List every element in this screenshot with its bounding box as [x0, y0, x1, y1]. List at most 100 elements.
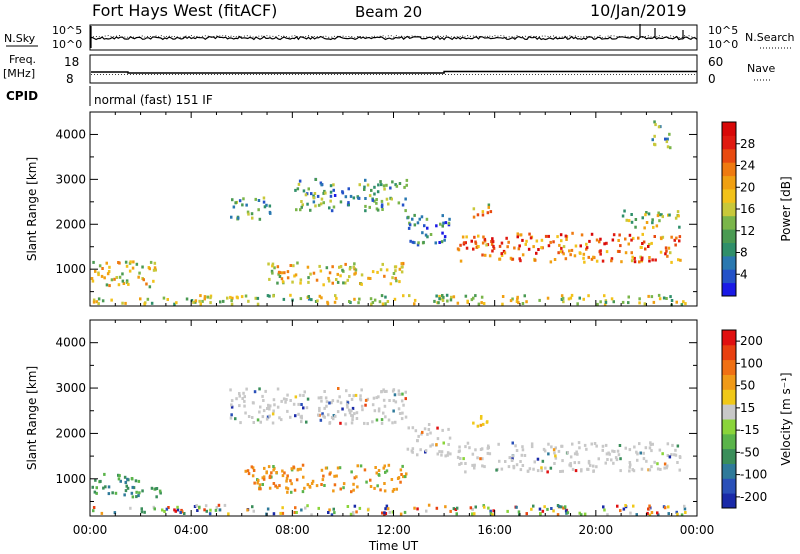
range-cell	[346, 405, 349, 409]
range-cell	[165, 507, 169, 511]
range-cell	[243, 399, 246, 403]
range-cell	[554, 446, 557, 450]
range-cell	[383, 390, 387, 393]
range-cell	[307, 276, 310, 280]
range-cell	[441, 224, 444, 228]
range-cell	[265, 417, 269, 421]
range-cell	[491, 513, 494, 517]
range-cell	[282, 297, 286, 301]
range-cell	[444, 454, 447, 458]
range-cell	[346, 401, 350, 405]
range-cell	[644, 213, 647, 217]
range-cell	[618, 444, 622, 447]
range-cell	[266, 407, 269, 410]
range-cell	[230, 403, 233, 407]
range-cell	[370, 302, 373, 306]
range-cell	[380, 421, 384, 425]
range-cell	[617, 239, 620, 242]
range-cell	[549, 260, 553, 264]
range-cell	[304, 193, 308, 197]
range-cell	[381, 262, 384, 266]
range-cell	[97, 273, 100, 277]
range-cell	[568, 463, 571, 467]
range-cell	[246, 508, 249, 512]
range-cell	[561, 459, 564, 463]
range-cell	[397, 392, 401, 396]
date-title: 10/Jan/2019	[590, 1, 687, 20]
range-cell	[315, 278, 319, 282]
range-cell	[413, 302, 416, 306]
range-cell	[560, 294, 564, 298]
range-cell	[267, 403, 270, 407]
range-cell	[317, 396, 321, 400]
range-cell	[280, 418, 283, 422]
velocity-colorbar: 200 100 50 15 -15 -50 -100 -200 Velocity [m s⁻¹]	[721, 329, 793, 509]
range-cell	[606, 458, 609, 461]
range-cell	[543, 505, 546, 509]
range-cell	[264, 389, 267, 393]
range-cell	[348, 411, 352, 415]
range-cell	[366, 422, 369, 426]
range-cell	[163, 510, 166, 513]
range-cell	[353, 272, 356, 276]
range-cell	[511, 441, 514, 445]
noise-tick-right-bottom: 10^0	[708, 38, 738, 51]
range-cell	[492, 509, 495, 513]
range-cell	[479, 457, 482, 461]
range-cell	[301, 490, 305, 494]
range-cell	[314, 178, 318, 181]
range-cell	[351, 511, 355, 515]
range-cell	[361, 408, 364, 412]
range-cell	[654, 258, 657, 262]
range-cell	[577, 441, 581, 445]
range-cell	[346, 278, 349, 282]
colorbar-tick-label: 50	[740, 379, 755, 393]
range-cell	[261, 394, 264, 398]
range-cell	[310, 482, 314, 485]
range-cell	[380, 183, 383, 187]
range-cell	[427, 503, 431, 507]
range-cell	[666, 442, 670, 446]
range-cell	[473, 463, 476, 467]
range-cell	[400, 262, 403, 266]
range-cell	[518, 257, 521, 261]
range-cell	[336, 399, 340, 403]
range-cell	[481, 457, 484, 461]
range-cell	[302, 475, 305, 479]
range-cell	[306, 504, 309, 508]
range-cell	[245, 203, 248, 207]
range-cell	[628, 469, 631, 473]
range-cell	[676, 461, 679, 464]
range-cell	[103, 472, 106, 476]
noise-tick-left-bottom: 10^0	[52, 38, 82, 51]
range-cell	[481, 210, 485, 214]
range-cell	[603, 294, 606, 298]
range-cell	[424, 233, 428, 237]
range-cell	[247, 415, 251, 418]
range-cell	[363, 421, 366, 425]
range-cell	[305, 406, 309, 410]
range-cell	[416, 507, 419, 511]
range-cell	[322, 474, 325, 478]
range-cell	[161, 508, 164, 512]
freq-line	[91, 70, 697, 74]
range-cell	[329, 190, 333, 194]
range-cell	[441, 294, 444, 297]
range-cell	[550, 507, 553, 510]
range-cell	[266, 507, 270, 511]
range-cell	[230, 413, 233, 417]
range-cell	[630, 213, 633, 216]
range-cell	[454, 508, 458, 511]
range-cell	[652, 225, 655, 229]
range-cell	[500, 254, 504, 257]
range-cell	[382, 411, 385, 415]
range-cell	[487, 205, 490, 209]
range-cell	[442, 221, 445, 225]
x-tick-label: 20:00	[579, 523, 614, 537]
range-cell	[391, 421, 394, 425]
range-cell	[480, 301, 483, 305]
range-cell	[380, 294, 384, 298]
range-cell	[564, 509, 568, 513]
range-cell	[610, 257, 614, 261]
range-cell	[673, 238, 676, 242]
